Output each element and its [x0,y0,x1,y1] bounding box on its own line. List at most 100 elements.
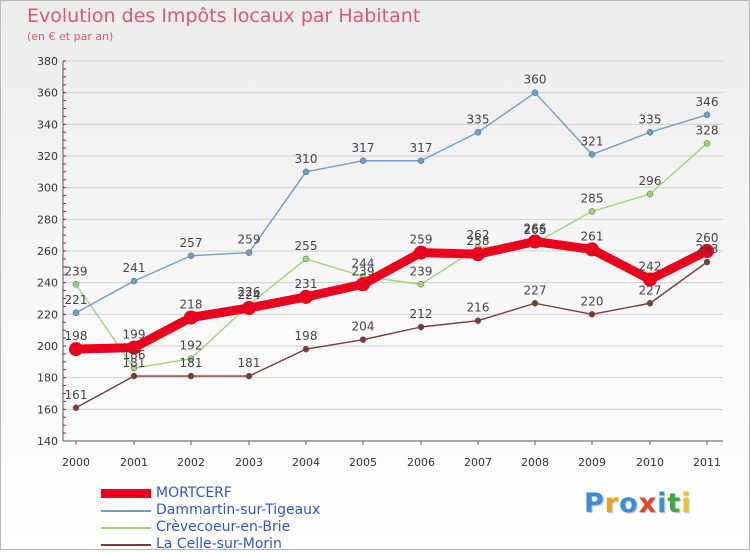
legend-swatch [101,489,151,498]
legend-label: La Celle-sur-Morin [156,536,282,552]
data-label-0: 266 [524,222,547,236]
chart-legend: MORTCERF Dammartin-sur-Tigeaux Crèvecoeur-… [101,485,320,553]
x-tick-label: 2006 [407,456,435,469]
series-point-2 [417,281,425,288]
series-point-1 [474,129,482,136]
series-point-3 [245,372,253,380]
data-label-2: 285 [581,191,604,205]
series-point-3 [187,372,195,380]
data-label-3: 212 [410,307,433,321]
data-label-3: 161 [65,388,88,402]
series-point-1 [588,151,596,158]
chart-subtitle: (en € et par an) [27,30,114,43]
series-point-3 [588,311,596,318]
data-label-3: 220 [581,294,604,308]
data-label-2: 239 [410,264,433,278]
x-tick-label: 2009 [578,456,606,469]
series-point-0 [127,340,141,355]
series-point-3 [646,300,654,307]
y-tick-label: 200 [37,340,58,353]
data-label-3: 216 [467,301,490,315]
series-point-1 [187,252,195,259]
data-label-1: 257 [180,236,203,250]
data-label-1: 360 [524,73,547,87]
data-label-3: 198 [295,329,318,343]
series-point-3 [703,258,711,266]
data-label-2: 226 [238,285,261,299]
series-point-3 [359,336,367,343]
series-point-2 [703,140,711,147]
data-label-2: 239 [65,264,88,278]
legend-label: MORTCERF [156,485,232,501]
data-label-2: 192 [180,339,203,353]
data-label-1: 321 [581,134,604,148]
y-tick-label: 320 [37,150,58,163]
legend-item: La Celle-sur-Morin [101,536,320,553]
data-label-2: 244 [352,256,375,270]
data-label-1: 310 [295,152,318,166]
data-label-1: 346 [696,95,719,109]
series-point-1 [531,89,539,96]
y-tick-label: 280 [37,213,58,226]
series-point-1 [703,111,711,119]
data-label-1: 317 [352,141,375,155]
series-point-1 [302,168,310,176]
y-tick-label: 140 [37,435,58,448]
data-label-2: 265 [524,223,547,237]
series-point-2 [646,190,654,198]
data-label-0: 224 [238,288,261,302]
data-label-1: 335 [639,112,662,126]
series-point-0 [184,310,198,325]
x-tick-label: 2003 [235,456,263,469]
data-label-3: 227 [524,283,547,297]
y-tick-label: 260 [37,245,58,258]
series-point-1 [72,309,80,316]
data-label-3: 181 [123,356,146,370]
data-label-0: 218 [180,298,203,312]
x-tick-label: 2007 [464,456,492,469]
series-point-1 [130,277,138,285]
series-point-0 [643,272,657,287]
x-tick-label: 2011 [693,456,721,469]
y-tick-label: 220 [37,308,58,321]
data-label-0: 231 [295,277,318,291]
series-point-0 [69,342,83,357]
legend-label: Crèvecoeur-en-Brie [156,519,291,535]
series-point-1 [646,129,654,136]
series-point-2 [187,355,195,362]
proxiti-logo: Proxiti [584,488,692,519]
y-tick-label: 340 [37,118,58,131]
series-point-2 [72,281,80,288]
series-line-3 [75,261,708,409]
series-point-0 [471,247,485,262]
data-label-2: 296 [639,174,662,188]
series-line-2 [75,142,708,369]
legend-item: MORTCERF [101,485,320,502]
data-label-3: 181 [238,356,261,370]
legend-swatch [101,526,151,529]
x-tick-label: 2010 [636,456,664,469]
data-label-3: 253 [696,242,719,256]
series-line-1 [75,91,708,314]
data-label-0: 239 [352,264,375,278]
data-label-2: 328 [696,123,719,137]
data-label-0: 258 [467,234,490,248]
legend-item: Crèvecoeur-en-Brie [101,519,320,536]
legend-item: Dammartin-sur-Tigeaux [101,502,320,519]
series-point-0 [528,234,542,249]
data-label-0: 260 [696,231,719,245]
series-point-0 [299,289,313,304]
chart-title: Evolution des Impôts locaux par Habitant [27,5,421,27]
data-label-2: 186 [123,348,146,362]
series-point-0 [242,301,256,315]
y-tick-label: 160 [37,403,58,416]
data-label-2: 262 [467,228,490,242]
series-point-0 [414,245,428,260]
series-point-3 [531,300,539,307]
series-point-3 [130,372,138,380]
series-point-3 [417,323,425,331]
data-label-3: 181 [180,356,203,370]
x-tick-label: 2008 [521,456,549,469]
data-label-1: 241 [123,261,146,275]
